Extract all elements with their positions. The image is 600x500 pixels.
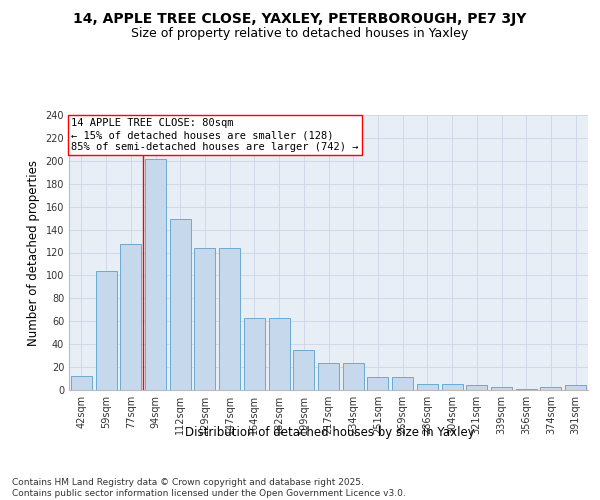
Bar <box>565 386 586 390</box>
Bar <box>367 378 388 390</box>
Bar <box>194 248 215 390</box>
Bar <box>244 318 265 390</box>
Text: 14 APPLE TREE CLOSE: 80sqm
← 15% of detached houses are smaller (128)
85% of sem: 14 APPLE TREE CLOSE: 80sqm ← 15% of deta… <box>71 118 359 152</box>
Bar <box>541 386 562 390</box>
Bar <box>269 318 290 390</box>
Bar <box>516 389 537 390</box>
Bar <box>170 220 191 390</box>
Bar <box>120 244 141 390</box>
Bar <box>318 362 339 390</box>
Bar <box>343 362 364 390</box>
Bar <box>95 271 116 390</box>
Bar <box>466 386 487 390</box>
Bar <box>491 386 512 390</box>
Text: 14, APPLE TREE CLOSE, YAXLEY, PETERBOROUGH, PE7 3JY: 14, APPLE TREE CLOSE, YAXLEY, PETERBOROU… <box>73 12 527 26</box>
Bar <box>442 384 463 390</box>
Bar <box>71 376 92 390</box>
Text: Contains HM Land Registry data © Crown copyright and database right 2025.
Contai: Contains HM Land Registry data © Crown c… <box>12 478 406 498</box>
Bar <box>417 384 438 390</box>
Bar <box>392 378 413 390</box>
Bar <box>219 248 240 390</box>
Bar <box>145 158 166 390</box>
Text: Size of property relative to detached houses in Yaxley: Size of property relative to detached ho… <box>131 28 469 40</box>
Text: Distribution of detached houses by size in Yaxley: Distribution of detached houses by size … <box>185 426 475 439</box>
Bar <box>293 350 314 390</box>
Y-axis label: Number of detached properties: Number of detached properties <box>27 160 40 346</box>
